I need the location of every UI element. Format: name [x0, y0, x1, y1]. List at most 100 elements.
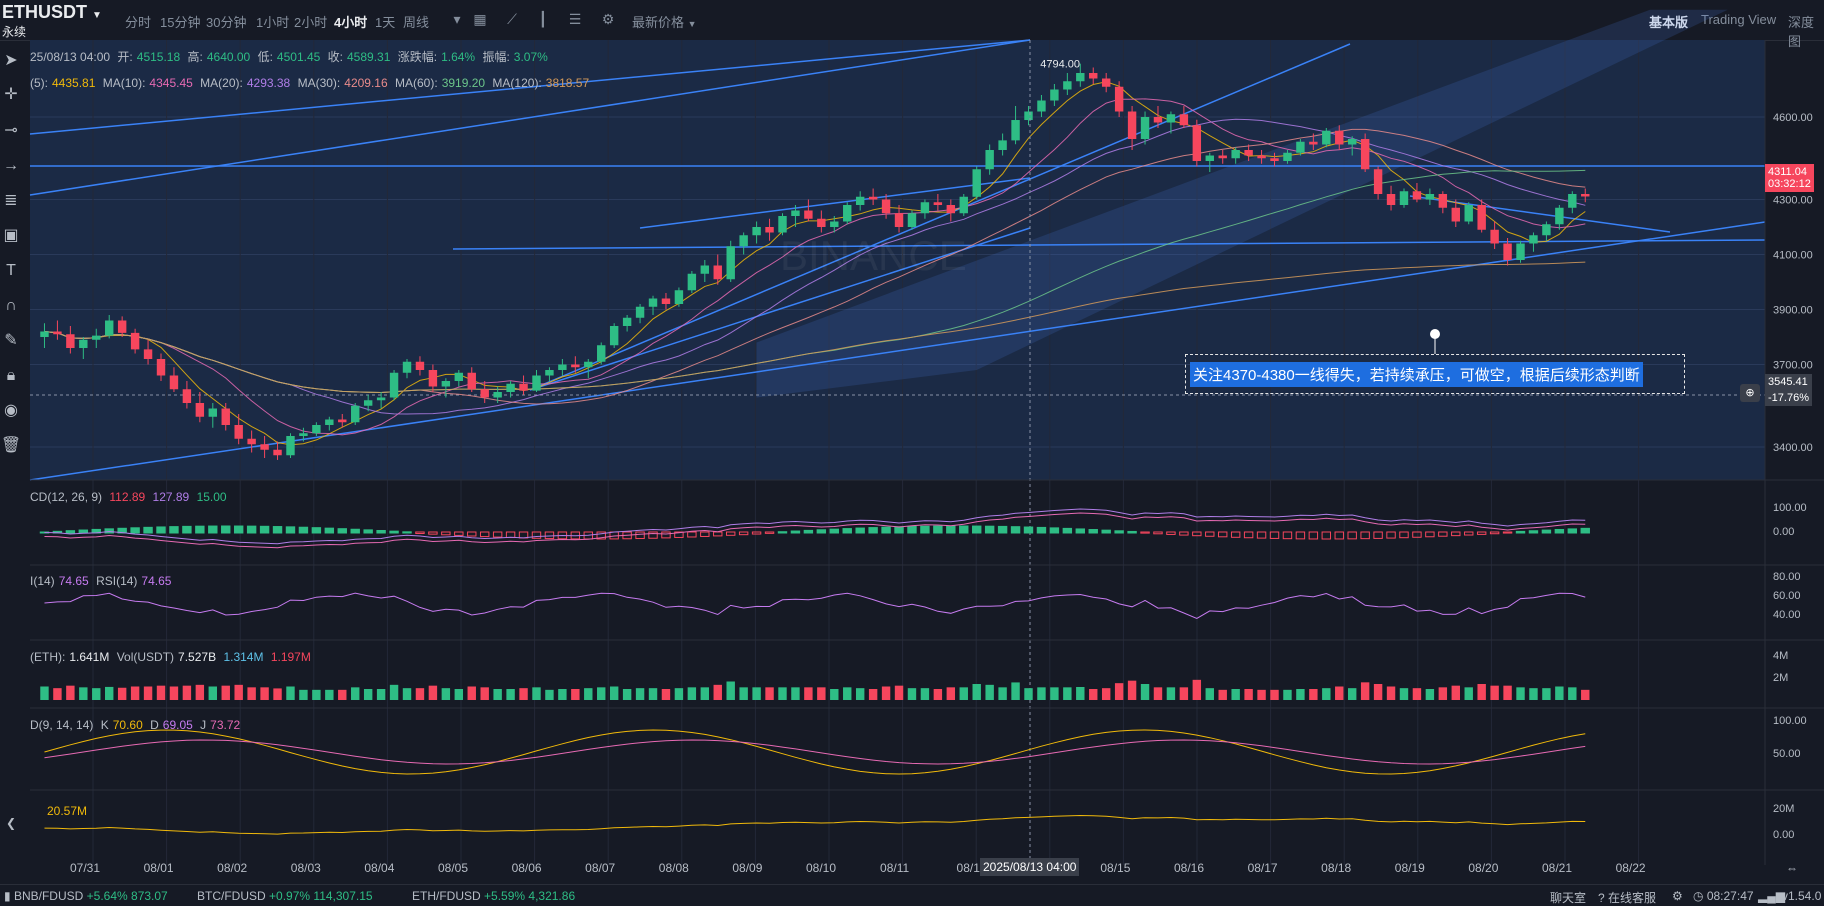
fib-icon[interactable]: ≣	[4, 192, 18, 209]
amp-label: 振幅:	[482, 50, 510, 64]
obv-axis-label: 0.00	[1773, 829, 1794, 841]
candle-body	[946, 205, 956, 214]
symbol-selector[interactable]: ETHUSDT ▼	[2, 2, 102, 23]
text-icon[interactable]: T	[6, 262, 16, 279]
volume-bar	[1218, 689, 1227, 700]
candle-body	[1011, 120, 1020, 141]
indicator-icon[interactable]: ⟋	[507, 11, 517, 27]
annotation-text[interactable]: 关注4370-4380一线得失，若持续承压，可做空，根据后续形态判断	[1190, 362, 1643, 387]
chevron-down-icon[interactable]: ▾	[453, 11, 461, 27]
timeframe-6[interactable]: 1天	[375, 15, 396, 30]
timeframe-4[interactable]: 2小时	[294, 15, 328, 30]
add-alert-icon[interactable]: ⊕	[1740, 384, 1760, 402]
settings-icon[interactable]: ⚙	[1672, 889, 1683, 903]
macd-bar	[1243, 531, 1254, 539]
ticker-symbol[interactable]: BTC/FDUSD	[197, 889, 266, 903]
volume-bar	[234, 684, 243, 700]
volume-bar	[1477, 684, 1486, 700]
volume-bar	[881, 686, 891, 700]
chevron-icon[interactable]: ❮	[5, 816, 17, 830]
volume-bar	[1296, 689, 1305, 700]
ma10-line	[44, 98, 1586, 436]
candle-body	[1037, 100, 1046, 112]
dif-line	[44, 508, 1586, 545]
timeframe-2[interactable]: 30分钟	[206, 15, 247, 30]
cursor-icon[interactable]: ➤	[4, 52, 18, 69]
brush-icon[interactable]: ✎	[4, 332, 18, 349]
support-label[interactable]: 在线客服	[1608, 891, 1657, 905]
volume-bar	[66, 685, 75, 700]
crosshair-icon[interactable]: ✛	[4, 86, 18, 103]
rectangle-icon[interactable]: ▣	[3, 227, 19, 244]
volume-bar	[609, 686, 619, 700]
price-type-select[interactable]: 最新价格 ▼	[632, 12, 697, 31]
gear-icon[interactable]: ⚙	[601, 11, 615, 27]
volume-bar	[79, 687, 88, 700]
chevron-down-icon[interactable]: ▼	[687, 19, 697, 29]
candle-body	[1205, 155, 1214, 161]
ticker-bnb[interactable]: ▮ BNB/FDUSD +5.64% 873.07	[4, 889, 168, 903]
magnet-icon[interactable]: ∩	[5, 297, 17, 314]
macd-bar	[984, 525, 995, 534]
ma30-value: 4209.16	[344, 76, 388, 90]
symbol-name[interactable]: ETHUSDT	[2, 2, 87, 22]
candle-body	[182, 389, 192, 403]
macd-bar	[790, 530, 801, 534]
timeframe-5[interactable]: 4小时	[334, 15, 368, 30]
candle-body	[105, 320, 114, 336]
ticker-symbol[interactable]: BNB/FDUSD	[13, 889, 84, 903]
volume-bar	[946, 687, 956, 700]
ticker-eth[interactable]: ETH/FDUSD +5.59% 4,321.86	[412, 889, 575, 903]
ray-icon[interactable]: →	[3, 157, 19, 174]
date-axis-label: 08/01	[144, 861, 174, 875]
macd-bar	[1347, 531, 1357, 540]
date-axis-label: 08/18	[1321, 861, 1351, 875]
calendar-icon[interactable]: ▦	[473, 11, 487, 27]
lock-icon[interactable]: 🔒︎	[6, 367, 16, 384]
macd-bar	[518, 531, 529, 539]
ticker-btc[interactable]: BTC/FDUSD +0.97% 114,307.15	[197, 889, 373, 903]
volume-bar	[441, 688, 451, 700]
rsi-info: I(14) 74.65 RSI(14) 74.65	[30, 574, 175, 588]
macd-bar	[208, 525, 218, 534]
eye-icon[interactable]: ◉	[4, 402, 18, 419]
annotation-frame[interactable]	[1185, 354, 1685, 394]
volume-bar	[1309, 689, 1318, 700]
rsi-label: I(14)	[30, 574, 55, 588]
view-basic[interactable]: 基本版	[1649, 12, 1688, 31]
trendline-icon[interactable]: ⊸	[4, 122, 18, 139]
timeframe-3[interactable]: 1小时	[256, 15, 290, 30]
date-axis-label: 08/06	[512, 861, 542, 875]
candle-body	[506, 383, 515, 392]
timeframe-7[interactable]: 周线	[403, 15, 430, 30]
macd-bar	[933, 525, 943, 534]
chat-link[interactable]: 聊天室	[1550, 891, 1587, 905]
candle-type-icon[interactable]: ┃	[538, 11, 548, 27]
view-tradingview[interactable]: Trading View	[1701, 12, 1777, 27]
volume-axis-label: 4M	[1773, 650, 1788, 662]
volume-bar	[1140, 684, 1150, 700]
price-type-label[interactable]: 最新价格	[632, 15, 685, 30]
ma120-value: 3818.57	[545, 76, 590, 90]
macd-bar	[1088, 529, 1098, 534]
volume-bar	[1425, 689, 1435, 700]
volume-bar	[765, 687, 774, 700]
volume-bar	[1360, 682, 1370, 700]
timeframe-1[interactable]: 15分钟	[160, 15, 201, 30]
candle-body	[1101, 78, 1111, 87]
volume-bar	[1114, 683, 1124, 700]
ticker-symbol[interactable]: ETH/FDUSD	[412, 889, 481, 903]
candle-body	[700, 265, 710, 274]
timeframe-0[interactable]: 分时	[125, 15, 152, 30]
chevron-down-icon[interactable]: ▼	[92, 10, 102, 21]
template-icon[interactable]: ☰	[568, 11, 582, 27]
macd-bar	[1567, 528, 1578, 534]
volume-bar	[1024, 688, 1033, 700]
trash-icon[interactable]: 🗑︎	[0, 437, 22, 454]
macd-bar	[1101, 529, 1111, 534]
support-link[interactable]: ? 在线客服	[1598, 889, 1656, 906]
ma30-label: MA(30):	[297, 76, 341, 90]
view-depth[interactable]: 深度图	[1788, 15, 1815, 49]
candle-body	[1140, 117, 1150, 139]
